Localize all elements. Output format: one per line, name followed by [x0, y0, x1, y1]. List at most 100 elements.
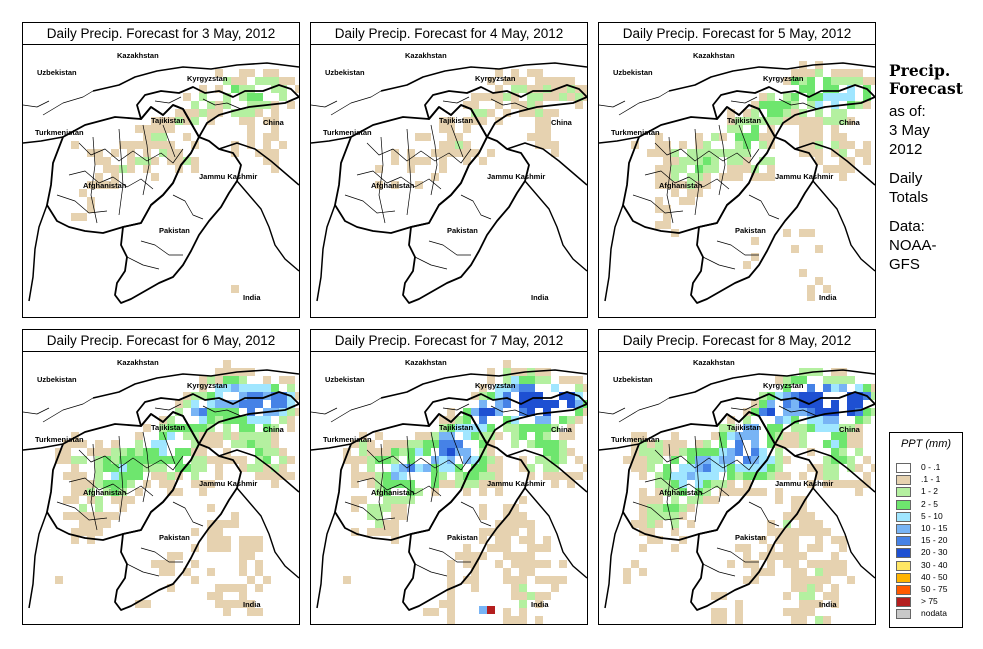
- precip-cell: [231, 584, 239, 592]
- precip-cell: [167, 424, 175, 432]
- precip-cell: [199, 488, 207, 496]
- precip-cell: [807, 125, 815, 133]
- precip-cell: [791, 504, 799, 512]
- precip-cell: [735, 173, 743, 181]
- precip-cell: [447, 456, 455, 464]
- border-line: [316, 204, 336, 302]
- precip-cell: [215, 109, 223, 117]
- precip-cell: [535, 133, 543, 141]
- precip-cell: [527, 568, 535, 576]
- precip-cell: [671, 488, 679, 496]
- precip-cell: [655, 504, 663, 512]
- precip-cell: [775, 440, 783, 448]
- precip-cell: [479, 440, 487, 448]
- precip-cell: [543, 77, 551, 85]
- precip-cell: [247, 416, 255, 424]
- precip-cell: [503, 416, 511, 424]
- border-line: [738, 431, 752, 465]
- precip-cell: [863, 456, 871, 464]
- precip-cell: [535, 141, 543, 149]
- precip-cell: [839, 456, 847, 464]
- precip-cell: [527, 592, 535, 600]
- precip-cell: [735, 608, 743, 616]
- precip-cell: [503, 424, 511, 432]
- precip-cell: [823, 165, 831, 173]
- country-label-pakistan: Pakistan: [159, 533, 190, 542]
- precip-cell: [479, 512, 487, 520]
- precip-cell: [767, 93, 775, 101]
- precip-cell: [535, 400, 543, 408]
- precip-cell: [687, 173, 695, 181]
- precip-cell: [679, 464, 687, 472]
- legend-label: 2 - 5: [921, 498, 939, 509]
- precip-cell: [111, 480, 119, 488]
- border-line: [136, 391, 299, 445]
- precip-cell: [503, 93, 511, 101]
- country-label-afghanistan: Afghanistan: [659, 181, 703, 190]
- precip-cell: [863, 93, 871, 101]
- precip-cell: [255, 93, 263, 101]
- precip-cell: [495, 472, 503, 480]
- precip-cell: [247, 384, 255, 392]
- precip-cell: [247, 368, 255, 376]
- country-label-pakistan: Pakistan: [447, 533, 478, 542]
- border-line: [666, 443, 674, 531]
- precip-cell: [95, 157, 103, 165]
- precip-cell: [215, 592, 223, 600]
- precip-cell: [207, 480, 215, 488]
- precip-cell: [759, 173, 767, 181]
- precip-cell: [503, 568, 511, 576]
- precip-cell: [487, 109, 495, 117]
- precip-cell: [247, 608, 255, 616]
- precip-cell: [639, 472, 647, 480]
- precip-cell: [703, 149, 711, 157]
- border-line: [690, 136, 818, 304]
- precip-cell: [831, 536, 839, 544]
- precip-cell: [215, 432, 223, 440]
- precip-cell: [815, 520, 823, 528]
- precip-cell: [239, 424, 247, 432]
- precip-cell: [727, 472, 735, 480]
- precip-cell: [471, 568, 479, 576]
- precip-cell: [839, 376, 847, 384]
- precip-cell: [95, 181, 103, 189]
- precip-cell: [727, 448, 735, 456]
- precip-cell: [399, 440, 407, 448]
- precip-cell: [71, 141, 79, 149]
- precip-cell: [815, 101, 823, 109]
- precip-cell: [79, 520, 87, 528]
- precip-cell: [439, 472, 447, 480]
- precip-cell: [135, 488, 143, 496]
- precip-cell: [815, 416, 823, 424]
- precip-cell: [511, 560, 519, 568]
- border-line: [694, 128, 700, 216]
- precip-cell: [255, 432, 263, 440]
- daily-label: Daily: [889, 170, 923, 187]
- border-line: [68, 477, 154, 497]
- precip-cell: [463, 552, 471, 560]
- precip-cell: [511, 520, 519, 528]
- precip-cell: [199, 456, 207, 464]
- border-line: [378, 136, 386, 224]
- border-line: [172, 501, 204, 527]
- precip-cell: [575, 472, 583, 480]
- precip-cell: [183, 432, 191, 440]
- precip-cell: [527, 560, 535, 568]
- precip-cell: [399, 464, 407, 472]
- precip-cell: [247, 576, 255, 584]
- country-label-kyrgyzstan: Kyrgyzstan: [763, 381, 804, 390]
- precip-cell: [471, 576, 479, 584]
- precip-cell: [671, 528, 679, 536]
- precip-cell: [719, 133, 727, 141]
- precip-cell: [391, 157, 399, 165]
- precip-cell: [551, 93, 559, 101]
- precip-cell: [255, 472, 263, 480]
- border-line: [356, 170, 442, 190]
- precip-cell: [95, 512, 103, 520]
- precip-cell: [799, 584, 807, 592]
- precip-cell: [791, 101, 799, 109]
- precip-cell: [823, 592, 831, 600]
- precip-cell: [791, 77, 799, 85]
- precip-cell: [807, 408, 815, 416]
